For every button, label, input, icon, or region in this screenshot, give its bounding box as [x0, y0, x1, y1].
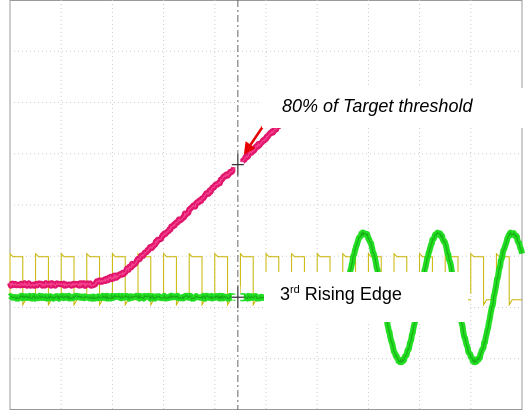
- annotation-threshold: 80% of Target threshold: [262, 88, 530, 128]
- arrow-threshold-head: [243, 141, 256, 155]
- annotation-edge-suffix: rd: [290, 284, 300, 296]
- annotation-threshold-text: 80% of Target threshold: [282, 96, 473, 116]
- annotation-edge-ordinal: 3: [280, 284, 291, 304]
- cursor-marker-ramp: [231, 153, 244, 176]
- annotation-edge-text: Rising Edge: [299, 284, 402, 304]
- graticule-grid: [9, 0, 523, 410]
- annotation-rising-edge: 3rd Rising Edge: [264, 272, 468, 322]
- cursor-markers: [231, 153, 244, 309]
- cursor-marker-green: [231, 286, 244, 309]
